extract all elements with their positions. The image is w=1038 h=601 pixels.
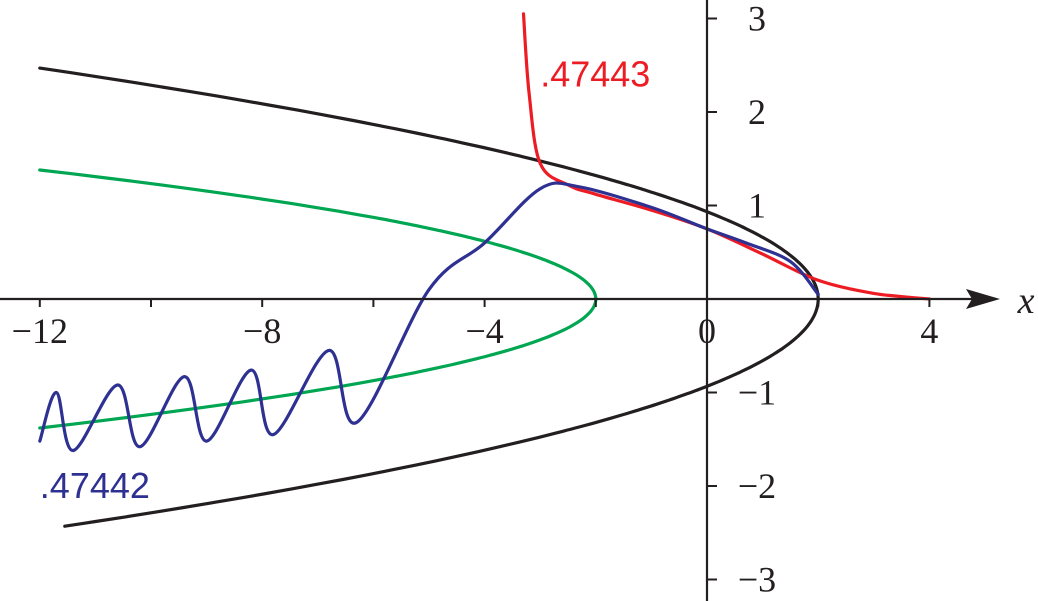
chart-curves [38,12,931,528]
x-tick-label: −4 [465,311,503,351]
y-tick-label: 1 [748,186,766,226]
y-tick-label: 2 [748,92,766,132]
red-curve-47443 [521,12,931,301]
y-tick-label: −3 [738,560,776,600]
x-tick-label: 4 [920,311,938,351]
x-axis-arrow-icon [966,289,1000,309]
chart-axes [0,0,1000,601]
red-curve-label: .47443 [540,54,650,95]
x-tick-label: −8 [243,311,281,351]
black-parabola-curve [38,66,820,528]
x-tick-label: 0 [698,311,716,351]
blue-curve-label: .47442 [40,465,150,506]
x-axis-label: x [1017,280,1035,322]
y-tick-label: −1 [738,373,776,413]
x-tick-label: −12 [12,311,68,351]
y-tick-label: −2 [738,466,776,506]
y-tick-label: 3 [748,0,766,39]
chart-labels: −12 −8 −4 0 4 −3 −2 −1 1 2 3 x .47443 .47442 [12,0,1035,600]
blue-oscillating-curve-47442 [38,181,820,453]
